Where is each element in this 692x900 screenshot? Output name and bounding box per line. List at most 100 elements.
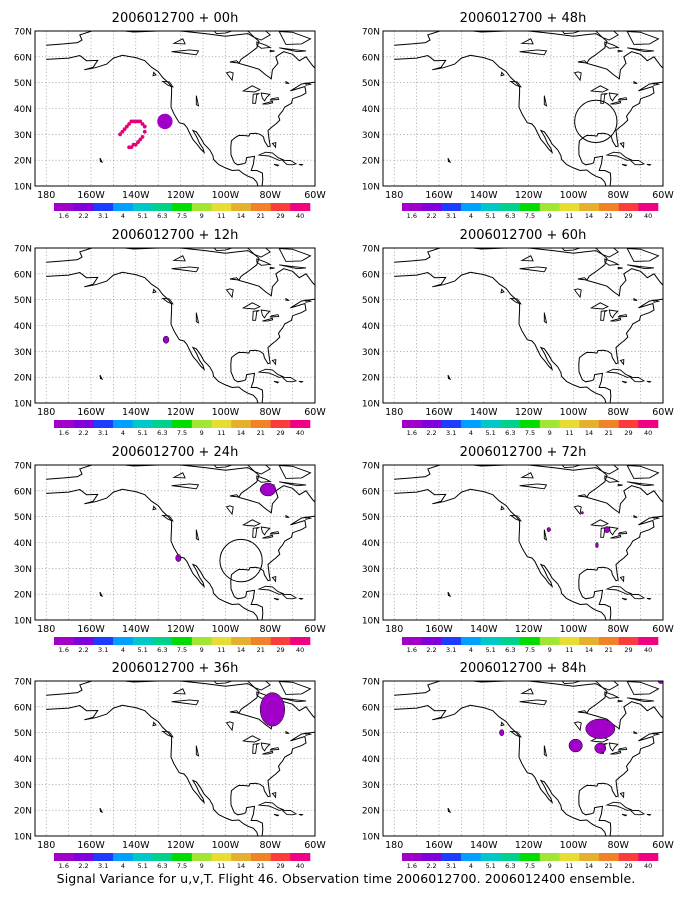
colorbar-label: 21 [257, 212, 265, 220]
colorbar-swatch [250, 420, 271, 428]
coastline [577, 60, 588, 64]
coastline [519, 266, 548, 273]
coastline [269, 49, 275, 53]
coastline [519, 483, 548, 490]
colorbar-swatch [539, 637, 560, 645]
colorbar-swatch [290, 420, 311, 428]
coastline [171, 49, 200, 56]
lat-label: 70N [362, 462, 380, 472]
coastline [269, 266, 275, 270]
coastline [394, 248, 663, 403]
lon-label: 120W [515, 190, 543, 201]
coastline [447, 591, 452, 598]
lon-label: 120W [167, 624, 195, 635]
coastline [394, 488, 607, 620]
map-content [383, 248, 663, 403]
lat-label: 50N [14, 729, 32, 739]
colorbar-swatch [402, 853, 422, 861]
lat-label: 30N [362, 781, 380, 791]
colorbar-label: 14 [237, 212, 245, 220]
coastline [195, 95, 200, 107]
coastline [279, 697, 307, 703]
lon-label: 80W [259, 407, 281, 418]
lat-label: 50N [14, 79, 32, 89]
coastline [617, 266, 623, 270]
coastline [621, 380, 628, 384]
signal-dot [138, 137, 143, 142]
coastline [229, 60, 240, 64]
colorbar-label: 6.3 [505, 862, 515, 870]
coastline [281, 159, 298, 166]
coastline [99, 157, 104, 164]
coastline [241, 302, 261, 310]
coastline [617, 314, 628, 318]
coastline [519, 699, 548, 706]
lat-label: 20N [14, 374, 32, 384]
coastline [46, 704, 259, 836]
colorbar-label: 40 [644, 429, 652, 437]
lat-label: 50N [362, 79, 380, 89]
coastline [653, 516, 661, 520]
colorbar-label: 5.1 [137, 429, 147, 437]
coastline [269, 314, 280, 318]
colorbar-swatch [270, 203, 291, 211]
colorbar-label: 4 [121, 862, 125, 870]
colorbar-swatch [172, 637, 193, 645]
coastline [262, 317, 274, 322]
coastline [256, 258, 272, 266]
coastline [509, 80, 522, 88]
coastline [633, 80, 638, 84]
panel-title: 2006012700 + 00h [112, 11, 239, 26]
coastline [46, 54, 259, 186]
coastline [608, 92, 619, 102]
coastline [500, 71, 505, 77]
coastline [608, 309, 619, 319]
signal-dot [120, 129, 125, 134]
colorbar-label: 1.6 [59, 646, 69, 654]
colorbar-label: 21 [605, 862, 613, 870]
lat-label: 40N [14, 755, 32, 765]
coastline [46, 31, 315, 186]
signal-dot [124, 124, 129, 129]
colorbar-swatch [290, 637, 311, 645]
colorbar-label: 2.2 [426, 212, 436, 220]
lat-label: 30N [14, 131, 32, 141]
colorbar-swatch [480, 203, 501, 211]
coastline [305, 82, 313, 86]
colorbar-label: 9 [200, 862, 204, 870]
coastline [653, 732, 661, 736]
colorbar-swatch [250, 203, 271, 211]
lon-label: 60W [304, 840, 326, 851]
colorbar-swatch [441, 853, 462, 861]
coastline [573, 288, 582, 299]
figure-caption: Signal Variance for u,v,T. Flight 46. Ob… [56, 871, 636, 886]
coastline [394, 681, 663, 836]
colorbar-label: 3.1 [446, 646, 456, 654]
coastline [646, 813, 652, 816]
coastline [298, 597, 304, 600]
coastline [169, 677, 187, 680]
coastline [604, 475, 620, 483]
coastline [172, 688, 186, 695]
map-panel: 2006012700 + 12h 10N 20N 30N 40N 50N 60N 70N 180… [14, 228, 327, 437]
colorbar-label: 21 [605, 429, 613, 437]
signal-dot [118, 132, 123, 137]
coastline [589, 302, 609, 310]
colorbar-swatch [559, 420, 580, 428]
coastline [260, 92, 271, 102]
colorbar-label: 6.3 [157, 646, 167, 654]
colorbar-swatch [231, 203, 252, 211]
coastline [595, 465, 619, 475]
colorbar-swatch [598, 420, 619, 428]
lon-label: 160W [77, 840, 105, 851]
colorbar-swatch [500, 203, 521, 211]
colorbar-label: 7.5 [177, 646, 187, 654]
signal-dot [131, 142, 136, 147]
colorbar-swatch [520, 853, 541, 861]
colorbar-swatch [618, 853, 639, 861]
coastline [608, 526, 619, 536]
colorbar-swatch [441, 420, 462, 428]
colorbar-swatch [618, 637, 639, 645]
colorbar-label: 1.6 [407, 646, 417, 654]
coastline [646, 163, 652, 166]
